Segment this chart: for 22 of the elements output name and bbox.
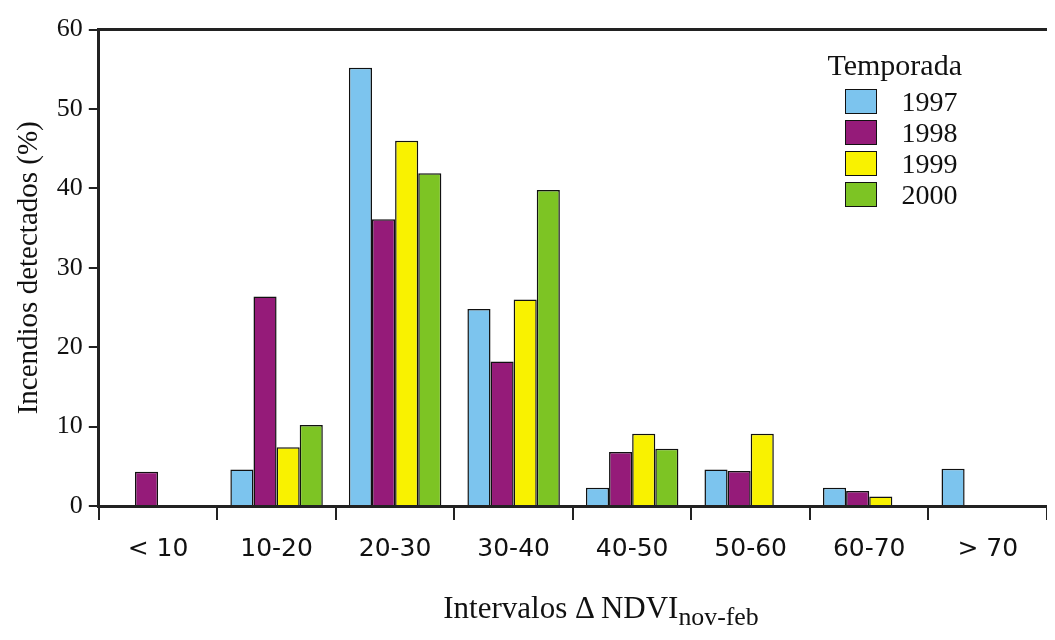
- y-tick-label: 60: [56, 13, 83, 43]
- x-tick-label: 30-40: [477, 532, 550, 562]
- y-tick-label: 10: [56, 410, 83, 440]
- legend-label: 1999: [901, 147, 958, 180]
- legend-label: 2000: [901, 178, 958, 211]
- legend-label: 1997: [901, 85, 958, 118]
- y-tick-label: 50: [56, 92, 83, 122]
- x-tick-label: 10-20: [240, 532, 313, 562]
- x-tick-label: < 10: [127, 532, 189, 562]
- x-axis-title: Intervalos Δ NDVI$_{nov-feb}$: [442, 590, 760, 633]
- y-tick-label: 20: [56, 331, 83, 361]
- x-tick-label: 60-70: [832, 532, 906, 562]
- y-tick-label: 0: [69, 489, 83, 519]
- x-tick-label: > 70: [957, 532, 1019, 562]
- y-tick-label: 40: [56, 172, 83, 202]
- y-axis-title: Incendios detectados (%): [11, 121, 45, 415]
- x-tick-label: 20-30: [358, 532, 432, 562]
- legend-label: 1998: [901, 116, 958, 149]
- y-tick-label: 30: [56, 251, 83, 281]
- x-tick-label: 50-60: [714, 532, 788, 562]
- legend-title: Temporada: [827, 48, 962, 82]
- x-tick-label: 40-50: [595, 532, 669, 562]
